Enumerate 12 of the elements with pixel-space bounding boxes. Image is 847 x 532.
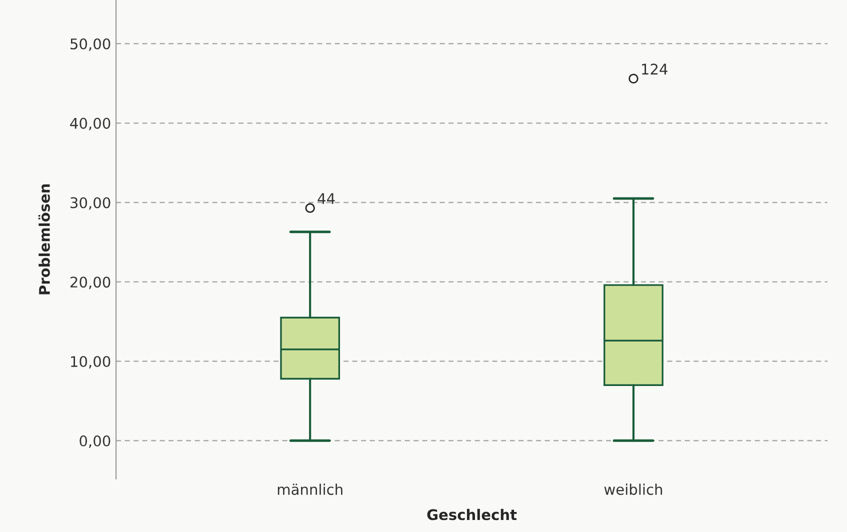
x-tick-label: weiblich xyxy=(604,484,662,495)
x-axis-title: Geschlecht xyxy=(427,508,517,520)
y-tick-label: 0,00 xyxy=(80,435,110,448)
y-tick-label: 50,00 xyxy=(70,38,110,51)
y-axis-title: Problemlösen xyxy=(38,184,50,294)
annotation: 44 xyxy=(318,193,335,204)
y-tick-label: 10,00 xyxy=(71,356,110,369)
y-tick-label: 30,00 xyxy=(70,197,110,210)
x-tick-label: männlich xyxy=(278,484,342,495)
y-tick-label: 40,00 xyxy=(70,118,110,130)
annotation: 124 xyxy=(642,64,668,74)
y-tick-label: 20,00 xyxy=(70,276,110,290)
